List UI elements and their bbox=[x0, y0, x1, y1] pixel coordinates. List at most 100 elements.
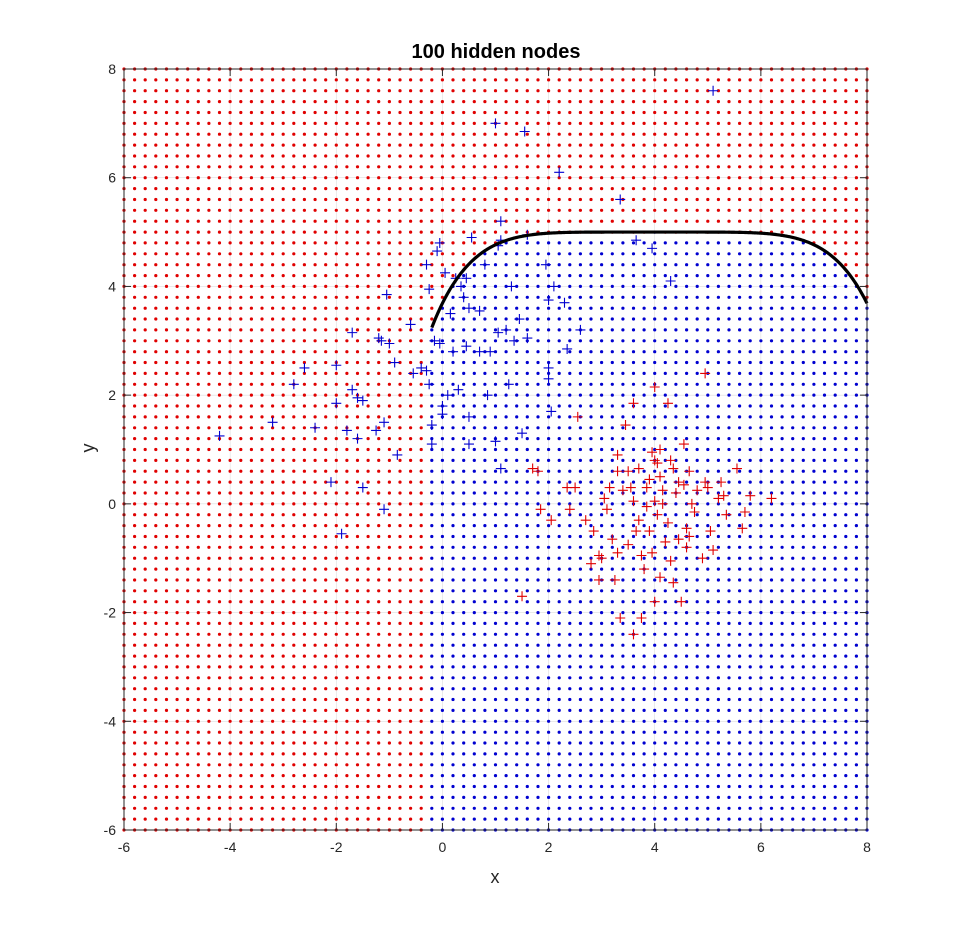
grid-dot-class-a bbox=[186, 578, 190, 582]
grid-dot-class-b bbox=[536, 687, 540, 691]
grid-dot-class-b bbox=[695, 697, 699, 702]
grid-dot-class-a bbox=[271, 784, 275, 789]
grid-dot-class-a bbox=[207, 502, 211, 506]
grid-dot-class-b bbox=[430, 621, 434, 626]
grid-dot-class-a bbox=[345, 708, 349, 713]
grid-dot-class-a bbox=[281, 611, 285, 615]
grid-dot-class-a bbox=[748, 208, 752, 212]
grid-dot-class-a bbox=[217, 241, 222, 245]
grid-dot-class-b bbox=[536, 578, 540, 582]
grid-dot-class-b bbox=[844, 752, 848, 756]
grid-dot-class-b bbox=[791, 567, 795, 571]
grid-dot-class-b bbox=[780, 393, 784, 397]
grid-dot-class-b bbox=[695, 350, 699, 354]
grid-dot-class-a bbox=[228, 263, 232, 267]
grid-dot-class-b bbox=[748, 784, 752, 789]
grid-dot-class-a bbox=[292, 328, 296, 332]
grid-dot-class-a bbox=[260, 154, 264, 158]
grid-dot-class-b bbox=[716, 589, 721, 593]
grid-dot-class-a bbox=[260, 697, 264, 702]
grid-dot-class-a bbox=[196, 578, 200, 582]
grid-dot-class-b bbox=[706, 284, 710, 288]
grid-dot-class-a bbox=[186, 534, 190, 539]
grid-dot-class-b bbox=[695, 274, 699, 278]
grid-dot-class-a bbox=[387, 611, 391, 615]
grid-dot-class-a bbox=[164, 578, 169, 582]
grid-dot-class-a bbox=[154, 502, 158, 506]
grid-dot-class-a bbox=[578, 132, 583, 136]
grid-dot-class-a bbox=[557, 110, 561, 115]
grid-dot-class-b bbox=[440, 524, 444, 528]
grid-dot-class-a bbox=[430, 121, 434, 125]
grid-dot-class-a bbox=[133, 611, 137, 615]
grid-dot-class-b bbox=[557, 317, 561, 321]
grid-dot-class-a bbox=[175, 350, 179, 354]
grid-dot-class-a bbox=[292, 360, 296, 365]
grid-dot-class-b bbox=[780, 534, 784, 539]
grid-dot-class-b bbox=[504, 350, 508, 354]
grid-dot-class-a bbox=[292, 371, 296, 375]
grid-dot-class-b bbox=[525, 795, 529, 800]
grid-dot-class-b bbox=[674, 360, 678, 365]
grid-dot-class-a bbox=[377, 393, 381, 397]
grid-dot-class-a bbox=[260, 360, 264, 365]
grid-dot-class-b bbox=[547, 393, 551, 397]
grid-dot-class-b bbox=[706, 654, 710, 658]
grid-dot-class-a bbox=[409, 469, 413, 473]
grid-dot-class-a bbox=[716, 132, 721, 136]
grid-dot-class-b bbox=[822, 621, 827, 626]
grid-dot-class-b bbox=[621, 263, 625, 267]
grid-dot-class-b bbox=[631, 371, 636, 375]
grid-dot-class-a bbox=[186, 654, 190, 658]
grid-dot-class-a bbox=[281, 730, 285, 734]
grid-dot-class-a bbox=[260, 197, 264, 202]
grid-dot-class-a bbox=[186, 154, 190, 158]
grid-dot-class-a bbox=[568, 78, 572, 82]
grid-dot-class-b bbox=[653, 730, 657, 734]
grid-dot-class-b bbox=[610, 469, 614, 473]
grid-dot-class-a bbox=[281, 469, 285, 473]
grid-dot-class-b bbox=[812, 263, 816, 267]
grid-dot-class-a bbox=[324, 143, 328, 147]
grid-dot-class-a bbox=[133, 176, 137, 180]
grid-dot-class-b bbox=[600, 458, 604, 462]
grid-dot-class-b bbox=[568, 502, 572, 506]
grid-dot-class-a bbox=[133, 665, 137, 669]
grid-dot-class-b bbox=[685, 697, 689, 702]
grid-dot-class-a bbox=[472, 143, 476, 147]
grid-dot-class-a bbox=[260, 534, 264, 539]
grid-dot-class-a bbox=[260, 741, 264, 745]
grid-dot-class-a bbox=[260, 317, 264, 321]
grid-dot-class-a bbox=[154, 371, 158, 375]
grid-dot-class-a bbox=[196, 187, 200, 191]
grid-dot-class-b bbox=[504, 415, 508, 419]
grid-dot-class-a bbox=[801, 132, 805, 136]
grid-dot-class-a bbox=[727, 197, 731, 202]
grid-dot-class-a bbox=[419, 784, 423, 789]
grid-dot-class-a bbox=[472, 187, 476, 191]
grid-dot-class-b bbox=[748, 263, 752, 267]
grid-dot-class-a bbox=[292, 578, 296, 582]
grid-dot-class-b bbox=[812, 350, 816, 354]
grid-dot-class-b bbox=[695, 263, 699, 267]
grid-dot-class-b bbox=[578, 600, 583, 604]
grid-dot-class-a bbox=[217, 621, 222, 626]
grid-dot-class-a bbox=[377, 404, 381, 408]
grid-dot-class-b bbox=[685, 763, 689, 767]
grid-dot-class-a bbox=[175, 752, 179, 756]
grid-dot-class-a bbox=[143, 241, 147, 245]
grid-dot-class-b bbox=[822, 763, 827, 767]
grid-dot-class-b bbox=[769, 621, 774, 626]
grid-dot-class-b bbox=[695, 763, 699, 767]
grid-dot-class-a bbox=[801, 154, 805, 158]
grid-dot-class-a bbox=[419, 100, 423, 104]
grid-dot-class-b bbox=[695, 676, 699, 680]
grid-dot-class-a bbox=[154, 219, 158, 223]
grid-dot-class-b bbox=[854, 600, 859, 604]
grid-dot-class-b bbox=[600, 676, 604, 680]
grid-dot-class-b bbox=[430, 393, 434, 397]
grid-dot-class-b bbox=[451, 534, 455, 539]
grid-dot-class-a bbox=[472, 154, 476, 158]
grid-dot-class-b bbox=[727, 665, 731, 669]
grid-dot-class-a bbox=[451, 208, 455, 212]
